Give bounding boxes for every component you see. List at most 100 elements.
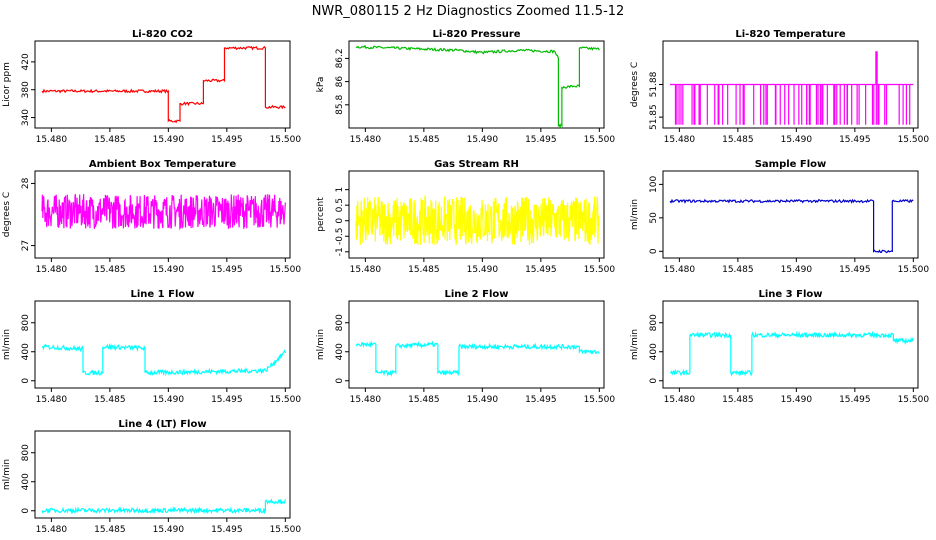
series-line — [670, 51, 914, 86]
x-tick-label: 15.490 — [153, 395, 185, 405]
chart-title: Li-820 Pressure — [432, 29, 520, 40]
chart-title: Gas Stream RH — [434, 159, 519, 170]
x-tick-label: 15.495 — [839, 135, 871, 145]
y-tick-label: 1 — [335, 187, 345, 193]
x-tick-label: 15.495 — [211, 265, 243, 275]
y-axis-label: percent — [316, 197, 326, 232]
chart-panel: Li-820 CO2 15.480 15.485 15.490 15.495 15.500… — [2, 29, 301, 145]
chart-title: Line 3 Flow — [759, 289, 823, 300]
x-tick-label: 15.480 — [664, 395, 696, 405]
y-axis-label: ml/min — [2, 329, 12, 360]
y-tick-label: 27 — [21, 240, 31, 251]
x-tick-label: 15.500 — [584, 135, 616, 145]
chart-panel: Gas Stream RH 15.480 15.485 15.490 15.495 15.… — [316, 159, 615, 275]
x-tick-label: 15.485 — [94, 135, 126, 145]
x-tick-label: 15.495 — [525, 395, 557, 405]
plot-frame — [662, 300, 919, 389]
x-tick-label: 15.500 — [584, 265, 616, 275]
chart-panel: Ambient Box Temperature 15.480 15.485 15.49… — [2, 159, 301, 275]
x-tick-label: 15.485 — [722, 135, 754, 145]
x-tick-label: 15.485 — [408, 135, 440, 145]
x-tick-label: 15.495 — [211, 395, 243, 405]
x-tick-label: 15.480 — [350, 135, 382, 145]
y-axis-label: degrees C — [2, 192, 12, 237]
chart-title: Line 4 (LT) Flow — [118, 419, 206, 430]
y-tick-label: 0 — [21, 508, 31, 514]
y-axis-label: ml/min — [630, 199, 640, 230]
chart-panel: Li-820 Pressure 15.480 15.485 15.490 15.495 1… — [316, 29, 615, 145]
y-tick-label: 0.5 — [335, 198, 345, 212]
y-tick-label: 800 — [21, 444, 31, 461]
series-line — [41, 498, 286, 515]
y-tick-label: 0 — [335, 218, 345, 224]
y-tick-label: -0.5 — [335, 227, 345, 245]
y-tick-label: 28 — [21, 177, 31, 189]
x-tick-label: 15.490 — [467, 395, 499, 405]
plot-frame — [348, 300, 605, 389]
y-axis-label: ml/min — [630, 329, 640, 360]
x-tick-label: 15.495 — [211, 525, 243, 535]
series-line — [355, 44, 600, 129]
y-tick-label: 0 — [649, 248, 659, 254]
series-line — [41, 193, 286, 231]
x-tick-label: 15.495 — [525, 135, 557, 145]
figure-title: NWR_080115 2 Hz Diagnostics Zoomed 11.5-… — [312, 4, 625, 19]
x-tick-label: 15.490 — [467, 135, 499, 145]
x-tick-label: 15.500 — [898, 395, 930, 405]
x-tick-label: 15.495 — [211, 135, 243, 145]
x-tick-label: 15.490 — [153, 525, 185, 535]
plot-frame — [348, 40, 605, 129]
y-tick-label: 800 — [335, 314, 345, 331]
series-line — [669, 198, 914, 254]
y-tick-label: 51.85 — [649, 104, 659, 130]
y-tick-label: 400 — [21, 343, 31, 360]
x-tick-label: 15.500 — [270, 265, 302, 275]
x-tick-label: 15.485 — [94, 525, 126, 535]
x-tick-label: 15.490 — [781, 265, 813, 275]
y-tick-label: 50 — [649, 212, 659, 224]
chart-panel: Line 3 Flow 15.480 15.485 15.490 15.495 15.50… — [630, 289, 929, 405]
y-tick-label: -1 — [335, 247, 345, 256]
y-axis-label: Licor ppm — [2, 62, 12, 107]
series-line — [41, 45, 286, 124]
series-line — [41, 343, 286, 377]
y-tick-label: 400 — [335, 343, 345, 360]
y-tick-label: 85.8 — [335, 95, 345, 115]
chart-panel: Line 1 Flow 15.480 15.485 15.490 15.495 15.50… — [2, 289, 301, 405]
y-axis-label: kPa — [316, 77, 326, 93]
x-tick-label: 15.485 — [722, 265, 754, 275]
y-tick-label: 400 — [649, 343, 659, 360]
chart-title: Sample Flow — [755, 159, 827, 170]
plot-frame — [34, 430, 291, 519]
y-tick-label: 86 — [335, 76, 345, 88]
y-tick-label: 420 — [21, 53, 31, 70]
y-axis-label: degrees C — [630, 62, 640, 107]
y-tick-label: 340 — [21, 109, 31, 126]
y-tick-label: 86.2 — [335, 48, 345, 68]
x-tick-label: 15.485 — [722, 395, 754, 405]
x-tick-label: 15.490 — [153, 135, 185, 145]
x-tick-label: 15.495 — [525, 265, 557, 275]
y-tick-label: 380 — [21, 81, 31, 98]
x-tick-label: 15.480 — [36, 135, 68, 145]
x-tick-label: 15.480 — [350, 265, 382, 275]
plot-frame — [662, 170, 919, 259]
y-tick-label: 400 — [21, 473, 31, 490]
x-tick-label: 15.485 — [408, 395, 440, 405]
x-tick-label: 15.480 — [36, 525, 68, 535]
x-tick-label: 15.485 — [94, 265, 126, 275]
x-tick-label: 15.500 — [584, 395, 616, 405]
plot-frame — [34, 170, 291, 259]
x-tick-label: 15.500 — [270, 135, 302, 145]
plot-frame — [34, 40, 291, 129]
x-tick-label: 15.480 — [350, 395, 382, 405]
y-tick-label: 800 — [21, 314, 31, 331]
chart-title: Li-820 CO2 — [132, 29, 193, 40]
x-tick-label: 15.490 — [467, 265, 499, 275]
x-tick-label: 15.490 — [781, 395, 813, 405]
x-tick-label: 15.480 — [664, 135, 696, 145]
x-tick-label: 15.500 — [270, 395, 302, 405]
y-axis-label: ml/min — [2, 459, 12, 490]
x-tick-label: 15.495 — [839, 265, 871, 275]
